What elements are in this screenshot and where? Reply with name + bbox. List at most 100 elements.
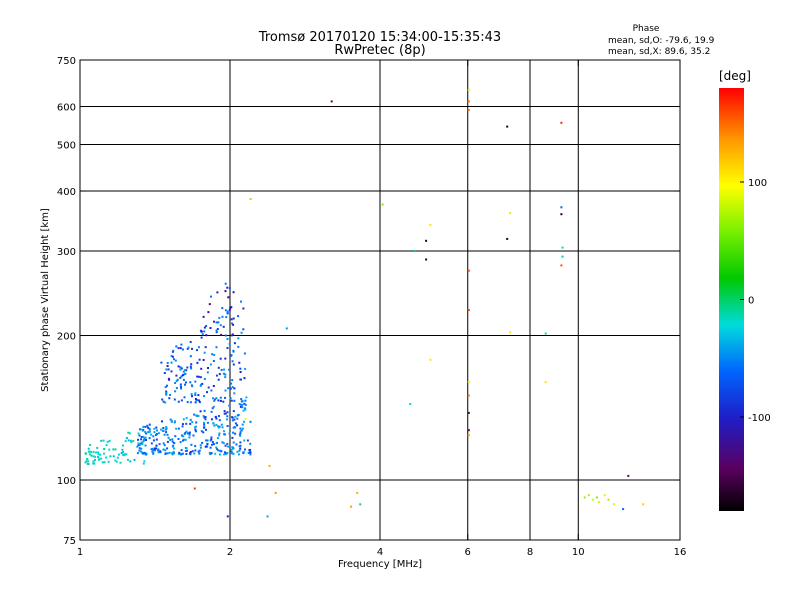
data-point [199, 446, 202, 449]
data-point [217, 425, 220, 428]
data-point [167, 368, 170, 371]
data-point [216, 437, 219, 440]
data-point [165, 393, 168, 396]
data-point [92, 451, 95, 454]
data-point [127, 458, 129, 461]
data-point [208, 451, 211, 454]
data-point [231, 416, 234, 419]
data-point [217, 321, 220, 324]
data-point [155, 444, 158, 447]
grid-lines [80, 60, 680, 540]
data-point [144, 436, 147, 439]
data-point [168, 451, 171, 454]
data-point [244, 448, 246, 451]
data-point [467, 394, 470, 397]
data-point [153, 449, 156, 452]
y-tick-label: 600 [57, 103, 76, 114]
data-point [223, 430, 225, 433]
data-point [112, 448, 115, 451]
data-point [226, 286, 229, 289]
data-point [143, 460, 146, 463]
data-point [181, 423, 184, 426]
data-point [182, 370, 185, 373]
data-point [226, 415, 229, 418]
data-point [144, 451, 147, 454]
data-point [189, 401, 192, 404]
data-point [236, 417, 239, 420]
data-point [544, 332, 547, 335]
data-point [174, 382, 177, 384]
data-point [127, 439, 130, 442]
data-point [224, 357, 227, 360]
data-point [170, 354, 173, 357]
data-point [92, 462, 95, 465]
data-point [232, 323, 235, 326]
data-point [199, 376, 202, 379]
data-point [206, 439, 209, 442]
data-point [202, 315, 205, 318]
data-point [156, 429, 158, 432]
data-point [117, 453, 120, 456]
data-point [243, 377, 246, 380]
data-point [152, 449, 155, 451]
data-point [240, 331, 243, 334]
data-point [204, 418, 207, 421]
data-point [226, 312, 229, 315]
phase-legend-heading: Phase [633, 24, 660, 34]
data-point [167, 436, 170, 439]
data-point [194, 394, 197, 396]
data-point [163, 372, 166, 374]
data-point [226, 411, 229, 414]
data-point [97, 456, 99, 459]
data-point [199, 444, 202, 447]
data-point [221, 307, 224, 310]
data-point [228, 309, 231, 312]
data-point [188, 436, 191, 439]
data-point [184, 383, 186, 386]
data-point [203, 421, 205, 424]
data-point [164, 449, 167, 452]
data-point [137, 442, 140, 445]
data-point [194, 426, 196, 429]
data-point [164, 386, 167, 389]
data-point [206, 371, 209, 374]
data-point [226, 347, 229, 349]
data-point [119, 461, 122, 464]
data-point [140, 438, 143, 441]
data-point [201, 333, 204, 336]
data-point [211, 441, 214, 444]
data-point [195, 414, 198, 417]
data-point [249, 453, 252, 456]
data-point [88, 453, 91, 456]
data-point [221, 441, 224, 444]
data-point [207, 386, 210, 389]
data-point [235, 443, 238, 446]
data-point [153, 427, 156, 430]
data-point [140, 436, 143, 438]
data-point [185, 381, 187, 384]
data-point [241, 406, 244, 409]
data-point [94, 455, 97, 458]
data-point [188, 433, 191, 436]
data-point [613, 503, 616, 506]
data-point [150, 448, 153, 451]
data-point [175, 427, 178, 430]
data-point [183, 433, 186, 435]
data-point [200, 367, 203, 370]
data-point [103, 452, 105, 455]
data-point [173, 447, 176, 450]
data-point [166, 384, 168, 387]
data-point [171, 440, 174, 443]
data-point [231, 436, 234, 439]
data-point [179, 366, 182, 369]
data-point [210, 410, 213, 413]
data-point [168, 397, 171, 400]
data-point [228, 342, 231, 345]
data-point [219, 449, 222, 452]
data-point [205, 334, 208, 337]
data-point [90, 454, 93, 457]
data-point [213, 399, 216, 402]
data-point [221, 315, 224, 318]
data-point [191, 421, 194, 423]
